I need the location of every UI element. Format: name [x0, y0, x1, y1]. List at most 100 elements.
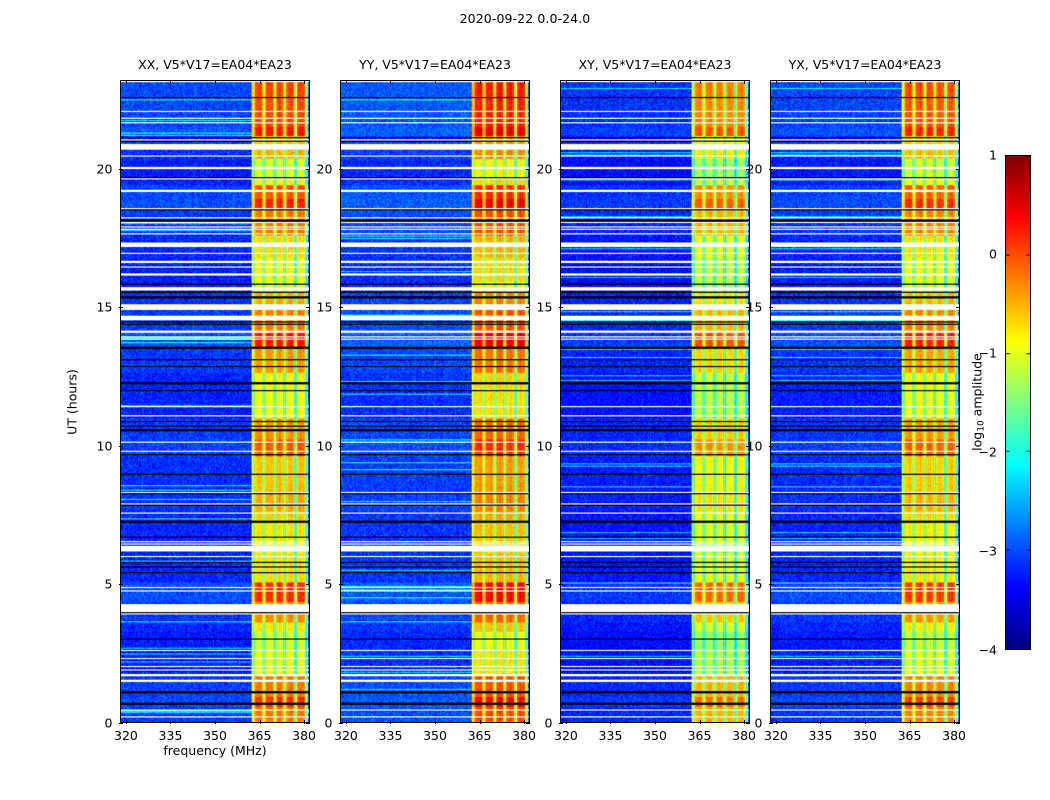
- y-tick-mark: [769, 168, 773, 170]
- y-tick-mark: [119, 723, 123, 724]
- y-tick-mark-right: [526, 445, 530, 447]
- y-tick-mark: [559, 445, 563, 447]
- y-tick-mark-right: [306, 168, 310, 170]
- colorbar-title: log10 amplitude: [970, 353, 987, 451]
- y-tick-mark: [339, 307, 343, 309]
- x-tick-mark-top: [125, 80, 127, 84]
- y-tick-mark: [339, 168, 343, 170]
- y-tick-label: 10: [316, 438, 333, 454]
- colorbar-label-sub: 10: [976, 420, 987, 432]
- y-tick-label: 20: [536, 161, 553, 177]
- x-tick-mark-top: [435, 80, 436, 84]
- y-tick-mark: [559, 584, 563, 586]
- y-tick-label: 20: [316, 161, 333, 177]
- x-tick-mark: [865, 720, 866, 724]
- y-tick-mark: [119, 584, 123, 586]
- x-tick-label: 365: [687, 728, 712, 743]
- y-tick-mark-right: [956, 168, 960, 170]
- x-tick-mark: [954, 720, 956, 724]
- y-tick-label: 15: [96, 299, 113, 315]
- x-tick-label: 350: [423, 728, 447, 743]
- colorbar-tick-label: −4: [978, 642, 997, 658]
- y-tick-mark: [119, 307, 123, 309]
- x-tick-label: 350: [203, 728, 227, 743]
- x-tick-mark: [820, 720, 822, 724]
- x-tick-mark: [699, 720, 701, 724]
- x-tick-mark: [744, 720, 746, 724]
- y-tick-label: 0: [324, 715, 333, 731]
- y-tick-mark: [339, 445, 343, 447]
- x-tick-mark: [304, 720, 306, 724]
- colorbar-tick-label: 1: [989, 147, 997, 163]
- x-tick-label: 335: [158, 728, 183, 743]
- y-tick-mark-right: [746, 168, 750, 170]
- y-tick-label: 0: [544, 715, 553, 731]
- y-tick-mark-right: [746, 584, 750, 586]
- x-tick-mark-top: [655, 80, 656, 84]
- x-tick-mark: [565, 720, 567, 724]
- spectrum-panel-yy[interactable]: YY, V5*V17=EA04*EA23 320 335 350 365 380 0 5 10 1…: [317, 57, 536, 743]
- panel-title-xx: XX, V5*V17=EA04*EA23: [138, 57, 292, 72]
- y-tick-label: 5: [324, 576, 333, 592]
- y-tick-mark: [339, 584, 343, 586]
- y-tick-label: 5: [754, 576, 763, 592]
- y-tick-mark-right: [306, 723, 310, 724]
- colorbar-gradient: [1006, 156, 1030, 649]
- y-tick-mark-right: [956, 723, 960, 724]
- y-tick-mark-right: [956, 307, 960, 309]
- colorbar-tick-label: −3: [978, 543, 997, 559]
- x-tick-mark: [259, 720, 261, 724]
- x-tick-mark: [390, 720, 392, 724]
- x-tick-mark-top: [820, 80, 822, 84]
- spectrum-panel-xx[interactable]: XX, V5*V17=EA04*EA23 320 335 350 365 380 0 5 10 1…: [97, 57, 316, 743]
- y-tick-label: 20: [96, 161, 113, 177]
- panel-title-xy: XY, V5*V17=EA04*EA23: [578, 57, 732, 72]
- y-tick-mark: [769, 723, 773, 724]
- panel-axes-frame: [770, 80, 960, 723]
- y-tick-mark: [119, 445, 123, 447]
- x-tick-label: 320: [554, 728, 578, 743]
- y-tick-label: 15: [316, 299, 333, 315]
- spectrum-panel-yx[interactable]: YX, V5*V17=EA04*EA23 320 335 350 365 380 0 5 10 1…: [747, 57, 966, 743]
- y-tick-mark: [559, 168, 563, 170]
- x-tick-mark-top: [304, 80, 306, 84]
- x-tick-mark: [909, 720, 911, 724]
- waterfall-image-yx: [771, 81, 959, 722]
- x-tick-mark-top: [215, 80, 216, 84]
- x-tick-mark-top: [479, 80, 481, 84]
- y-tick-mark-right: [956, 445, 960, 447]
- x-axis-title: frequency (MHz): [163, 743, 267, 758]
- y-tick-mark: [339, 723, 343, 724]
- x-tick-mark-top: [610, 80, 612, 84]
- colorbar[interactable]: [1005, 155, 1031, 650]
- y-tick-mark-right: [526, 168, 530, 170]
- x-tick-mark: [170, 720, 172, 724]
- x-tick-mark: [524, 720, 526, 724]
- spectrum-panel-xy[interactable]: XY, V5*V17=EA04*EA23 320 335 350 365 380 0 5 10 1…: [537, 57, 756, 743]
- y-tick-label: 5: [104, 576, 113, 592]
- y-tick-label: 10: [96, 438, 113, 454]
- y-tick-mark: [769, 307, 773, 309]
- x-tick-mark-top: [699, 80, 701, 84]
- x-tick-mark-top: [909, 80, 911, 84]
- x-tick-mark-top: [259, 80, 261, 84]
- x-tick-label: 350: [853, 728, 877, 743]
- y-tick-mark: [119, 168, 123, 170]
- x-tick-label: 335: [378, 728, 403, 743]
- x-tick-mark-top: [170, 80, 172, 84]
- waterfall-image-xy: [561, 81, 749, 722]
- x-tick-label: 335: [598, 728, 623, 743]
- figure-suptitle: 2020-09-22 0.0-24.0: [459, 11, 591, 26]
- x-tick-label: 320: [334, 728, 358, 743]
- y-tick-label: 10: [746, 438, 763, 454]
- x-tick-mark-top: [954, 80, 956, 84]
- colorbar-tick-label: −2: [978, 444, 997, 460]
- y-tick-mark-right: [526, 307, 530, 309]
- panel-title-yy: YY, V5*V17=EA04*EA23: [359, 57, 511, 72]
- y-tick-mark: [769, 584, 773, 586]
- y-tick-mark-right: [306, 445, 310, 447]
- y-tick-label: 20: [746, 161, 763, 177]
- x-tick-label: 320: [114, 728, 138, 743]
- panel-axes-frame: [120, 80, 310, 723]
- y-axis-title: UT (hours): [64, 369, 80, 435]
